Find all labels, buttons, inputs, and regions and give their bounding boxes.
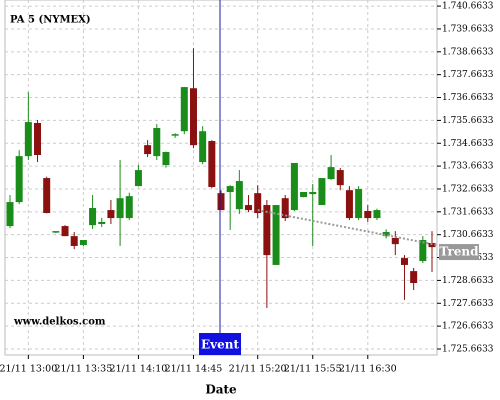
- candle-body: [144, 145, 152, 155]
- y-tick-label: 1.726.6633: [442, 322, 494, 332]
- candle-body: [281, 198, 289, 219]
- y-tick-label: 1.731.6633: [442, 207, 494, 217]
- event-label-box: [199, 333, 241, 355]
- x-tick-label: 21/11 15:20: [229, 364, 287, 375]
- candle-body: [208, 141, 216, 187]
- candle-body: [34, 122, 42, 155]
- candle-body: [290, 162, 298, 211]
- candle-body: [15, 156, 23, 203]
- trend-label: Trend: [439, 245, 479, 259]
- candle-body: [70, 236, 78, 246]
- y-tick-label: 1.725.6633: [442, 344, 494, 354]
- candle-body: [336, 170, 344, 186]
- y-tick-label: 1.735.6633: [442, 116, 494, 126]
- candle-body: [410, 271, 418, 283]
- candle-body: [61, 226, 69, 237]
- candle-body: [419, 240, 427, 262]
- y-tick-label: 1.738.6633: [442, 47, 494, 57]
- x-tick-label: 21/11 13:35: [55, 364, 113, 375]
- candle-body: [226, 186, 234, 193]
- candle-body: [79, 240, 87, 246]
- candle-body: [98, 221, 106, 225]
- x-tick-label: 21/11 14:10: [110, 364, 168, 375]
- watermark: www.delkos.com: [13, 317, 106, 328]
- trend-line: [257, 209, 438, 247]
- x-tick-label: 21/11 16:30: [339, 364, 397, 375]
- candle-body: [345, 190, 353, 219]
- candle-body: [153, 128, 161, 157]
- candle-body: [355, 189, 363, 219]
- y-tick-label: 1.730.6633: [442, 230, 494, 240]
- candle-body: [300, 192, 308, 198]
- y-tick-label: 1.727.6633: [442, 299, 494, 309]
- candle-body: [162, 152, 170, 166]
- candle-body: [125, 196, 133, 219]
- candle-body: [24, 122, 32, 157]
- candle-body: [272, 205, 280, 265]
- y-tick-label: 1.737.6633: [442, 70, 494, 80]
- candle-body: [189, 88, 197, 146]
- candle-body: [116, 198, 124, 219]
- y-tick-label: 1.740.6633: [442, 2, 494, 12]
- candle-body: [89, 208, 97, 226]
- y-tick-label: 1.732.6633: [442, 184, 494, 194]
- candle-body: [235, 181, 243, 210]
- candle-body: [217, 193, 225, 211]
- candle-body: [245, 205, 253, 211]
- candle-body: [263, 205, 271, 256]
- candle-body: [107, 210, 115, 219]
- candle-body: [400, 258, 408, 265]
- y-tick-label: 1.728.6633: [442, 276, 494, 286]
- trend-label-box: [439, 244, 479, 261]
- chart-title: PA 5 (NYMEX): [10, 15, 91, 26]
- candle-body: [180, 87, 188, 132]
- x-tick-label: 21/11 13:00: [0, 364, 57, 375]
- x-tick-label: 21/11 15:55: [284, 364, 342, 375]
- x-tick-label: 21/11 14:45: [165, 364, 223, 375]
- candle-body: [364, 210, 372, 219]
- candle-body: [134, 170, 142, 187]
- candle-body: [199, 131, 207, 163]
- candle-body: [373, 210, 381, 219]
- candle-body: [43, 178, 51, 214]
- event-label: Event: [201, 338, 239, 352]
- candle-body: [327, 167, 335, 179]
- candle-body: [171, 134, 179, 136]
- candle-body: [309, 192, 317, 195]
- y-tick-label: 1.734.6633: [442, 139, 494, 149]
- x-axis-label: Date: [205, 383, 237, 397]
- candle-body: [254, 193, 262, 214]
- y-tick-label: 1.733.6633: [442, 162, 494, 172]
- candle-body: [52, 231, 60, 233]
- plot-area: [4, 0, 438, 356]
- y-tick-label: 1.736.6633: [442, 93, 494, 103]
- y-tick-label: 1.739.6633: [442, 24, 494, 34]
- candle-body: [318, 178, 326, 206]
- candle-body: [391, 237, 399, 245]
- candle-body: [382, 232, 390, 237]
- candle-body: [6, 202, 14, 227]
